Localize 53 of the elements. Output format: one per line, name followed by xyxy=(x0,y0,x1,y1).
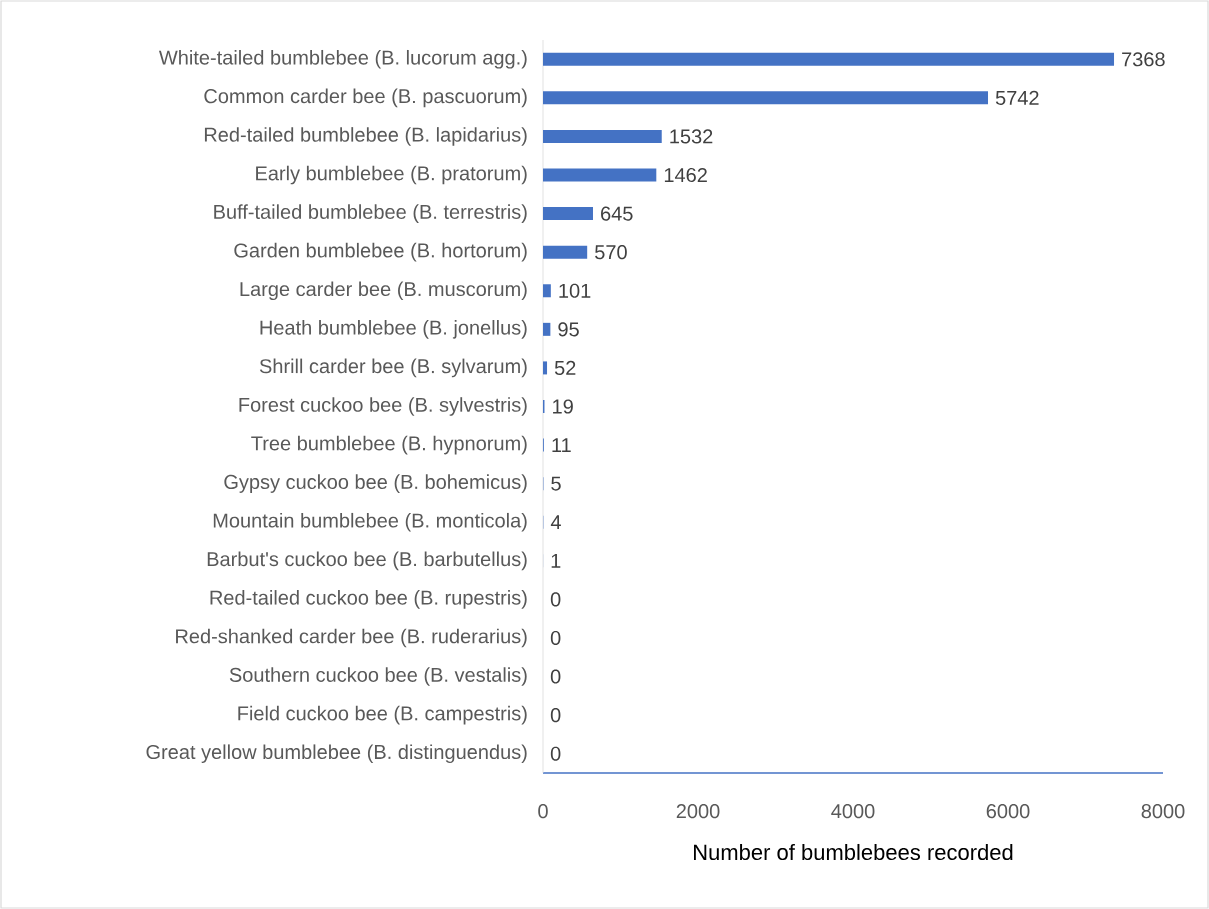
y-tick-label: Tree bumblebee (B. hypnorum) xyxy=(251,435,527,455)
bar xyxy=(543,284,551,298)
bar xyxy=(543,129,662,143)
data-label: 7368 xyxy=(1122,52,1165,67)
data-label: 101 xyxy=(559,283,591,298)
y-tick-label: Red-shanked carder bee (B. ruderarius) xyxy=(176,628,527,648)
y-tick-label: Heath bumblebee (B. jonellus) xyxy=(260,320,527,339)
y-tick-label: Field cuckoo bee (B. campestris) xyxy=(238,705,527,725)
y-tick-label: Great yellow bumblebee (B. distinguendus) xyxy=(146,744,527,764)
x-axis-title: Number of bumblebees recorded xyxy=(694,843,1013,861)
y-tick-label: Gypsy cuckoo bee (B. bohemicus) xyxy=(224,474,527,493)
bar xyxy=(543,52,1115,66)
bar xyxy=(543,207,593,221)
data-label: 0 xyxy=(550,746,561,761)
y-tick-label: Large carder bee (B. muscorum) xyxy=(240,281,527,301)
y-tick-label: Southern cuckoo bee (B. vestalis) xyxy=(229,667,527,686)
data-label: 19 xyxy=(553,399,573,414)
y-tick-label: White-tailed bumblebee (B. lucorum agg.) xyxy=(158,49,527,69)
y-tick-label: Garden bumblebee (B. hortorum) xyxy=(234,242,527,262)
x-tick-label: 4000 xyxy=(831,804,875,819)
data-label: 1532 xyxy=(670,129,713,144)
y-tick-label: Early bumblebee (B. pratorum) xyxy=(256,165,527,185)
y-tick-label: Red-tailed cuckoo bee (B. rupestris) xyxy=(210,590,527,609)
x-tick-label: 0 xyxy=(538,804,548,819)
data-label: 1462 xyxy=(664,167,707,183)
data-label: 4 xyxy=(550,515,561,530)
data-label: 5 xyxy=(551,476,561,491)
data-label: 0 xyxy=(550,592,561,607)
data-label: 0 xyxy=(550,669,561,684)
data-label: 11 xyxy=(552,438,571,452)
bar xyxy=(543,361,548,375)
data-label: 0 xyxy=(550,708,561,723)
y-tick-label: Common carder bee (B. pascuorum) xyxy=(204,88,527,108)
data-label: 95 xyxy=(558,322,579,337)
y-tick-label: Barbut's cuckoo bee (B. barbutellus) xyxy=(207,551,527,571)
y-tick-label: Shrill carder bee (B. sylvarum) xyxy=(259,358,527,378)
y-tick-label: Mountain bumblebee (B. monticola) xyxy=(213,512,527,532)
data-label: 1 xyxy=(551,553,561,568)
y-tick-label: Red-tailed bumblebee (B. lapidarius) xyxy=(204,127,527,146)
bar xyxy=(543,91,989,105)
data-label: 0 xyxy=(550,630,561,646)
data-label: 52 xyxy=(554,360,576,375)
y-tick-label: Forest cuckoo bee (B. sylvestris) xyxy=(239,397,527,416)
bar xyxy=(543,322,551,336)
data-label: 570 xyxy=(595,245,627,260)
y-tick-label: Buff-tailed bumblebee (B. terrestris) xyxy=(214,204,527,223)
x-tick-label: 2000 xyxy=(676,804,720,819)
x-tick-label: 8000 xyxy=(1141,804,1185,819)
x-tick-label: 6000 xyxy=(986,804,1030,819)
bar xyxy=(543,245,588,259)
data-label: 645 xyxy=(601,206,633,221)
data-label: 5742 xyxy=(995,90,1039,105)
bar xyxy=(543,168,657,182)
